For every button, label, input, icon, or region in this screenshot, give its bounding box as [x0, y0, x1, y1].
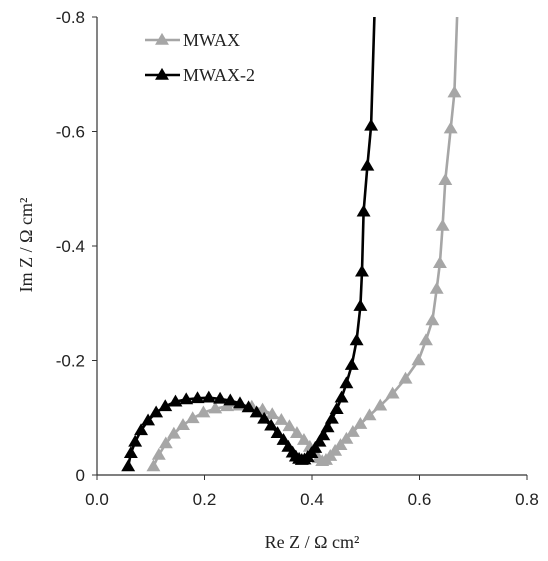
data-point	[190, 391, 205, 404]
legend-item: MWAX	[145, 30, 240, 50]
x-tick-label: 0.0	[85, 490, 109, 509]
data-point	[166, 426, 181, 439]
data-point	[128, 434, 143, 447]
legend-label: MWAX-2	[183, 65, 255, 85]
data-point	[185, 411, 200, 424]
data-point	[179, 392, 194, 405]
data-point	[429, 281, 444, 294]
data-point	[339, 431, 354, 444]
data-point	[176, 418, 190, 430]
x-tick-label: 0.4	[300, 490, 324, 509]
data-point	[208, 401, 223, 414]
data-point	[349, 333, 364, 346]
data-point	[151, 447, 166, 460]
data-point	[289, 426, 304, 438]
data-point	[265, 407, 280, 420]
data-point	[223, 393, 238, 406]
x-axis: 0.0 0.2 0.4 0.6 0.8	[85, 474, 539, 509]
data-point	[282, 419, 297, 432]
data-point	[233, 396, 247, 409]
data-point	[353, 416, 368, 429]
data-point	[257, 411, 272, 424]
data-point	[146, 459, 161, 472]
data-point	[213, 391, 228, 404]
data-point	[353, 299, 368, 311]
plot-area	[121, 16, 462, 472]
data-point	[418, 333, 433, 346]
data-point	[276, 433, 291, 445]
data-point	[425, 313, 440, 326]
y-axis: 0 -0.2 -0.4 -0.6 -0.8	[56, 8, 98, 485]
data-point	[264, 418, 279, 431]
data-point	[360, 158, 375, 171]
data-point	[196, 405, 211, 418]
data-point	[249, 405, 264, 418]
data-point	[333, 438, 348, 451]
legend-label: MWAX	[183, 30, 240, 50]
legend-marker	[155, 32, 169, 45]
series-mwax-2	[121, 16, 379, 472]
data-point	[121, 459, 136, 472]
y-tick-label: -0.6	[56, 123, 85, 142]
data-point	[134, 423, 149, 436]
data-point	[411, 353, 426, 366]
x-tick-label: 0.2	[193, 490, 217, 509]
x-axis-title: Re Z / Ω cm²	[265, 532, 360, 552]
data-point	[168, 394, 183, 407]
data-point	[355, 264, 369, 277]
y-tick-label: -0.4	[56, 237, 85, 256]
y-axis-title: Im Z / Ω cm²	[16, 198, 36, 293]
data-point	[435, 218, 450, 231]
data-point	[432, 256, 447, 268]
legend-marker	[155, 67, 169, 80]
data-point	[334, 390, 349, 403]
x-tick-label: 0.8	[515, 490, 539, 509]
data-point	[373, 398, 388, 411]
data-point	[308, 441, 323, 453]
data-point	[123, 446, 138, 459]
data-point	[316, 428, 331, 441]
y-tick-label: -0.8	[56, 8, 85, 27]
data-point	[201, 390, 216, 403]
data-point	[312, 434, 327, 447]
legend-item: MWAX-2	[145, 65, 255, 85]
data-point	[270, 426, 285, 438]
data-point	[364, 118, 379, 131]
y-tick-label: -0.2	[56, 352, 85, 371]
data-point	[320, 420, 335, 433]
data-point	[241, 400, 256, 413]
data-point	[158, 399, 173, 412]
data-point	[356, 204, 371, 217]
data-point	[447, 85, 462, 98]
data-point	[362, 408, 377, 421]
y-tick-label: 0	[76, 466, 85, 485]
data-point	[443, 121, 458, 134]
data-point	[339, 376, 354, 389]
data-point	[149, 405, 164, 418]
data-point	[324, 411, 339, 424]
data-point	[344, 358, 359, 370]
data-point	[398, 371, 413, 384]
data-point	[274, 412, 289, 425]
data-point	[141, 413, 156, 426]
x-tick-label: 0.6	[408, 490, 432, 509]
data-point	[345, 424, 360, 437]
data-point	[438, 173, 453, 185]
data-point	[385, 386, 400, 399]
legend: MWAX MWAX-2	[145, 30, 255, 85]
data-point	[158, 436, 173, 449]
data-point	[296, 433, 311, 445]
data-point	[329, 402, 344, 414]
